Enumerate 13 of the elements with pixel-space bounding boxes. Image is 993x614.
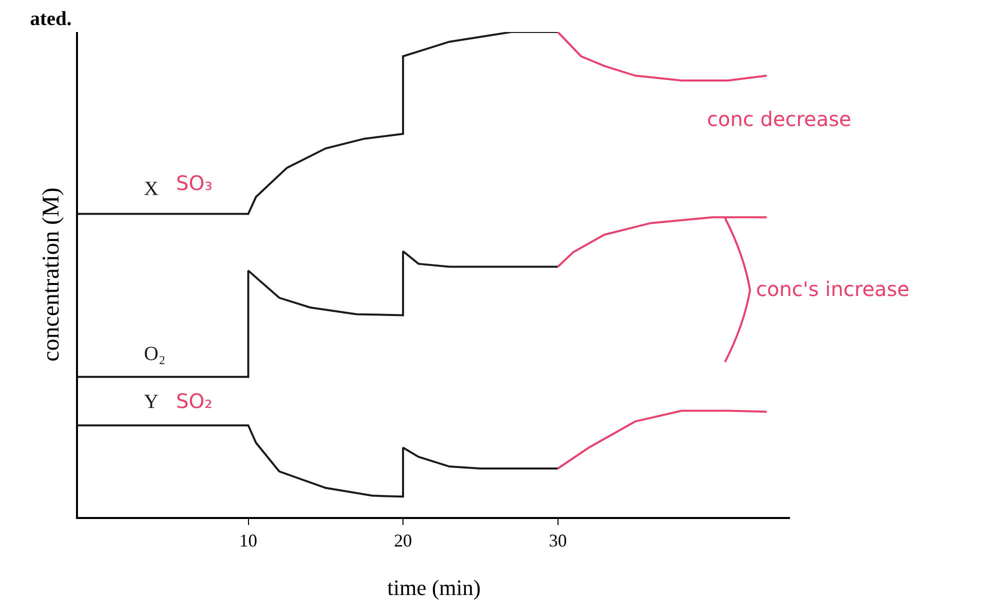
x-tick-label: 30 xyxy=(548,530,567,551)
text: ated. xyxy=(30,8,72,30)
x-axis-title: time (min) xyxy=(387,575,481,600)
x-tick-label: 20 xyxy=(394,530,412,551)
y-axis-title: concentration (M) xyxy=(38,188,65,362)
annotation: SO₂ xyxy=(176,389,212,413)
annotation: SO₃ xyxy=(176,171,212,195)
series-label: X xyxy=(144,178,159,200)
annotation: conc's increase xyxy=(756,277,910,301)
x-tick-label: 10 xyxy=(239,530,258,551)
annotation: conc decrease xyxy=(707,107,852,131)
series-label: O₂ xyxy=(144,343,166,365)
series-label: Y xyxy=(144,391,158,413)
